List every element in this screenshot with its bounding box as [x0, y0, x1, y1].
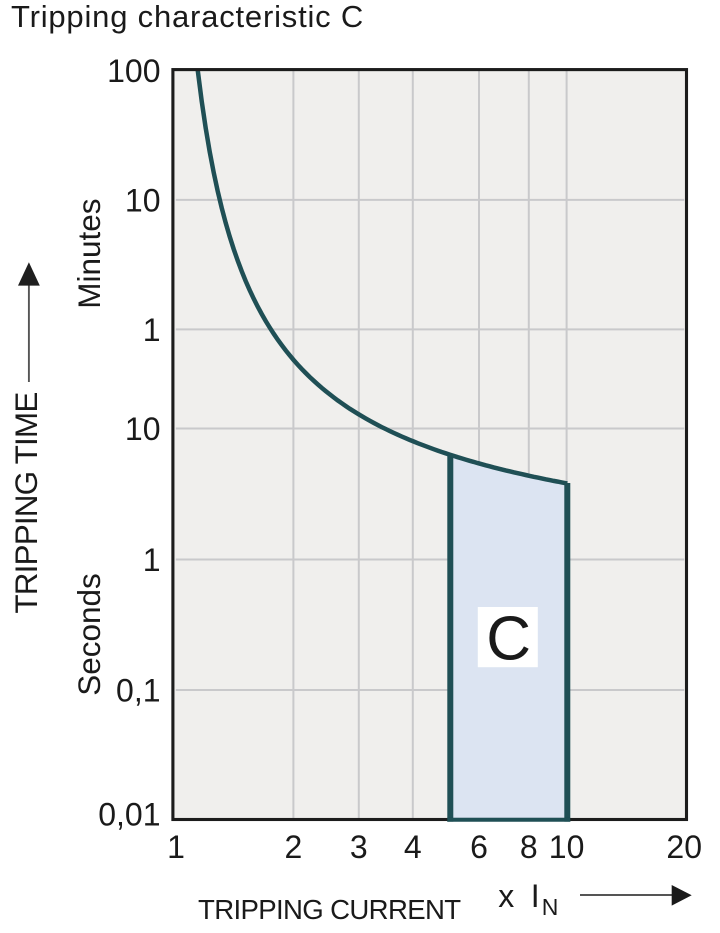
svg-text:1: 1: [167, 829, 185, 865]
svg-text:1: 1: [143, 542, 161, 578]
svg-text:3: 3: [350, 829, 368, 865]
svg-text:10: 10: [125, 411, 161, 447]
svg-text:10: 10: [549, 829, 585, 865]
svg-text:6: 6: [470, 829, 488, 865]
svg-text:10: 10: [125, 183, 161, 219]
svg-text:2: 2: [285, 829, 303, 865]
svg-text:x: x: [498, 878, 514, 914]
svg-text:I: I: [531, 878, 540, 914]
svg-text:4: 4: [404, 829, 422, 865]
svg-text:Seconds: Seconds: [71, 573, 107, 696]
svg-text:20: 20: [666, 829, 702, 865]
svg-text:0,01: 0,01: [98, 797, 160, 833]
svg-text:8: 8: [520, 829, 538, 865]
svg-text:TRIPPING TIME: TRIPPING TIME: [8, 393, 44, 614]
svg-text:Minutes: Minutes: [71, 198, 107, 308]
svg-text:TRIPPING CURRENT: TRIPPING CURRENT: [198, 894, 461, 925]
svg-text:1: 1: [143, 312, 161, 348]
svg-text:N: N: [542, 894, 559, 920]
svg-text:Tripping characteristic C: Tripping characteristic C: [11, 0, 364, 34]
svg-text:0,1: 0,1: [116, 673, 160, 709]
svg-text:C: C: [486, 605, 531, 674]
svg-text:100: 100: [107, 53, 160, 89]
